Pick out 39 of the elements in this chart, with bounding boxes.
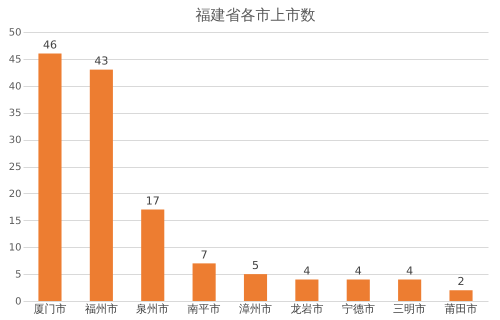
data-label: 4 [406, 264, 414, 278]
bar [38, 54, 62, 301]
bar [192, 263, 216, 301]
bar [141, 210, 164, 301]
bar [346, 279, 370, 301]
x-tick-label: 漳州市 [239, 302, 272, 316]
x-tick-label: 莆田市 [444, 302, 478, 316]
y-tick-label: 40 [8, 81, 22, 92]
data-label: 17 [146, 194, 160, 208]
bar [449, 290, 473, 301]
bar [90, 70, 113, 301]
y-tick-label: 20 [8, 188, 22, 200]
data-label: 4 [303, 264, 310, 278]
bar [244, 274, 268, 301]
x-tick-label: 厦门市 [33, 302, 66, 316]
bar [295, 279, 318, 301]
x-tick-label: 南平市 [188, 302, 221, 316]
data-label: 46 [42, 38, 57, 52]
y-tick-label: 5 [15, 270, 22, 281]
x-tick-label: 龙岩市 [290, 302, 324, 316]
chart-title: 福建省各市上市数 [196, 6, 316, 24]
data-label: 4 [354, 264, 362, 278]
y-tick-label: 10 [8, 242, 22, 254]
y-tick-label: 45 [8, 54, 22, 66]
x-tick-label: 福州市 [84, 302, 118, 316]
data-label: 7 [200, 248, 208, 262]
bar [398, 279, 422, 301]
x-tick-label: 宁德市 [342, 302, 375, 316]
data-label: 5 [252, 259, 259, 272]
data-label: 43 [94, 54, 108, 68]
y-tick-label: 35 [8, 108, 22, 120]
data-label: 2 [458, 275, 465, 288]
y-tick-label: 0 [15, 296, 22, 308]
y-tick-label: 25 [8, 162, 22, 173]
x-tick-label: 泉州市 [136, 302, 170, 316]
y-tick-label: 30 [8, 135, 22, 146]
y-tick-label: 50 [8, 28, 22, 38]
y-tick-label: 15 [8, 216, 22, 227]
x-tick-label: 三明市 [393, 302, 426, 316]
